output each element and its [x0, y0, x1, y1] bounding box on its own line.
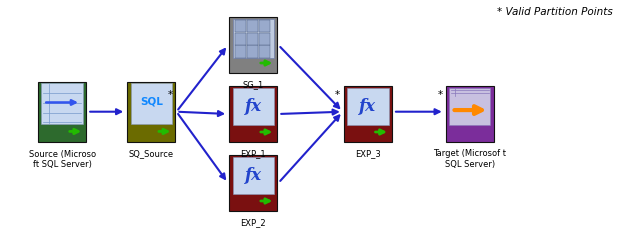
Text: *: * — [335, 90, 340, 100]
FancyBboxPatch shape — [229, 156, 277, 211]
FancyBboxPatch shape — [449, 88, 490, 125]
Text: EXP_1: EXP_1 — [240, 149, 266, 158]
Text: fx: fx — [359, 97, 376, 114]
FancyBboxPatch shape — [247, 34, 258, 46]
FancyBboxPatch shape — [347, 88, 389, 125]
FancyBboxPatch shape — [235, 21, 246, 33]
Text: Target (Microsof t
SQL Server): Target (Microsof t SQL Server) — [433, 149, 506, 168]
FancyBboxPatch shape — [41, 84, 83, 124]
Text: fx: fx — [245, 166, 262, 183]
Text: *: * — [168, 90, 173, 100]
FancyBboxPatch shape — [235, 34, 246, 46]
FancyBboxPatch shape — [131, 84, 172, 124]
Text: SG_1: SG_1 — [243, 80, 264, 89]
FancyBboxPatch shape — [344, 87, 392, 142]
FancyBboxPatch shape — [259, 34, 270, 46]
Text: SQL: SQL — [140, 97, 162, 106]
FancyBboxPatch shape — [233, 88, 274, 125]
Text: fx: fx — [245, 97, 262, 114]
Text: *: * — [438, 90, 443, 100]
FancyBboxPatch shape — [259, 46, 270, 58]
FancyBboxPatch shape — [38, 82, 86, 142]
FancyBboxPatch shape — [446, 87, 494, 142]
FancyBboxPatch shape — [247, 21, 258, 33]
FancyBboxPatch shape — [233, 157, 274, 194]
Text: EXP_2: EXP_2 — [240, 218, 266, 226]
Text: EXP_3: EXP_3 — [355, 149, 381, 158]
FancyBboxPatch shape — [247, 46, 258, 58]
FancyBboxPatch shape — [229, 87, 277, 142]
FancyBboxPatch shape — [233, 19, 274, 59]
Text: SQ_Source: SQ_Source — [129, 149, 174, 158]
FancyBboxPatch shape — [235, 46, 246, 58]
FancyBboxPatch shape — [127, 82, 175, 142]
FancyBboxPatch shape — [229, 18, 277, 73]
Text: Source (Microso
ft SQL Server): Source (Microso ft SQL Server) — [29, 149, 96, 168]
FancyBboxPatch shape — [259, 21, 270, 33]
Text: * Valid Partition Points: * Valid Partition Points — [497, 7, 613, 17]
